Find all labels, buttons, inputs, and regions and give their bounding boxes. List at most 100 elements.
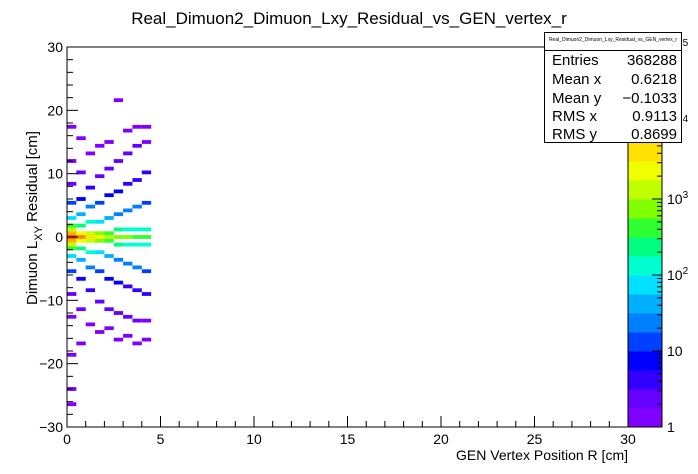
heatmap-bin [67,292,77,296]
heatmap-bin [104,140,114,144]
heatmap-bin [85,219,96,224]
heatmap-bin [95,250,105,255]
heatmap-bin [67,314,77,319]
heatmap-bin [95,200,105,205]
heatmap-bin [123,151,133,156]
y-tick-label: 10 [47,166,63,182]
heatmap-bin [123,333,133,338]
palette-color-band [628,161,662,181]
heatmap-bin [67,231,77,236]
heatmap-bin [113,337,124,342]
heatmap-bin [123,314,133,319]
y-tick-label: −30 [39,419,63,435]
heatmap-bin [141,318,152,323]
x-axis-label: GEN Vertex Position R [cm] [456,447,628,463]
axes: 0 5 10 15 20 25 30 −30 −20 −10 0 10 20 30 [39,39,636,447]
heatmap-bin [76,307,86,312]
heatmap-bin [95,235,105,239]
heatmap-bin [85,250,96,255]
stats-row-rms-x: RMS x 0.9113 [545,108,681,127]
heatmap-bin [76,276,86,281]
stats-label: Mean x [552,71,602,88]
heatmap-bin [76,238,86,243]
heatmap-bin [141,124,152,129]
heatmap-bin [76,246,86,251]
heatmap-bin [104,254,114,258]
heatmap-bin [85,265,96,270]
y-tick-label: −20 [39,356,63,372]
heatmap-bin [104,231,114,236]
heatmap-bin [76,136,86,141]
heatmap-bin [85,204,96,209]
heatmap-bin [113,212,124,217]
heatmap-bin [123,181,133,186]
stats-label: RMS y [552,126,597,143]
heatmap-bin [132,318,142,323]
heatmap-bin [67,246,77,251]
palette-tick-label: 102 [667,266,689,283]
heatmap-bin [95,330,105,334]
heatmap-bin [123,208,133,213]
heatmap-bin [76,257,86,262]
heatmap-bin [123,128,133,133]
palette-color-band [628,199,662,219]
heatmap-bin [67,352,77,357]
stats-value: 0.8699 [631,126,677,143]
y-axis-label-subscript: XY [33,225,45,240]
heatmap-bin [104,193,114,198]
heatmap-bin [67,402,77,407]
heatmap-bin [113,235,124,239]
palette-color-band [628,370,662,390]
heatmap-bin [76,341,86,346]
heatmap-bin [67,227,77,232]
heatmap-bin [132,143,142,148]
palette-tick-label: 103 [667,190,689,207]
x-tick-label: 10 [246,431,262,447]
x-tick-label: 30 [620,431,636,447]
palette-color-band [628,275,662,295]
heatmap-bin [132,124,142,129]
heatmap-bin [132,242,142,247]
heatmap-bin [95,174,105,179]
heatmap-bin [76,235,86,239]
palette-tick-label: 1 [667,419,675,435]
heatmap-bin [123,261,133,266]
x-tick-label: 0 [63,431,71,447]
stats-label: Mean y [552,90,602,107]
heatmap-bin [104,276,114,281]
heatmap-bin [141,235,152,239]
palette-color-band [628,332,662,352]
stats-label: Entries [552,52,599,69]
heatmap-bin [67,242,77,247]
y-axis-label-tail: Residual [cm] [24,131,41,226]
stats-row-mean-x: Mean x 0.6218 [545,71,681,90]
palette-color-band [628,389,662,409]
heatmap-bin [85,235,96,239]
heatmap-bin [76,170,86,175]
heatmap-bin [132,288,142,293]
heatmap-bin [141,227,152,232]
heatmap-bin [67,269,77,274]
heatmap-bin [132,227,142,232]
heatmap-bin [85,322,96,327]
palette-color-band [628,218,662,238]
heatmap-bin [76,197,86,201]
heatmap-bin [104,307,114,312]
heatmap-bin [67,200,77,205]
x-tick-label: 5 [157,431,165,447]
heatmap-bin [67,216,77,220]
palette-color-band [628,256,662,276]
palette-color-band [628,180,662,200]
heatmap-bin [141,269,152,274]
x-tick-label: 20 [433,431,449,447]
heatmap-bin [113,189,124,194]
heatmap-bin [67,223,77,228]
stats-label: RMS x [552,108,597,125]
heatmap-bin [123,284,133,289]
heatmap-bin [104,326,114,331]
heatmap-bin [104,166,114,171]
stats-value: −0.1033 [622,90,677,107]
heatmap-bin [132,341,142,346]
heatmap-bin [123,235,133,239]
y-tick-label: 30 [47,39,63,55]
